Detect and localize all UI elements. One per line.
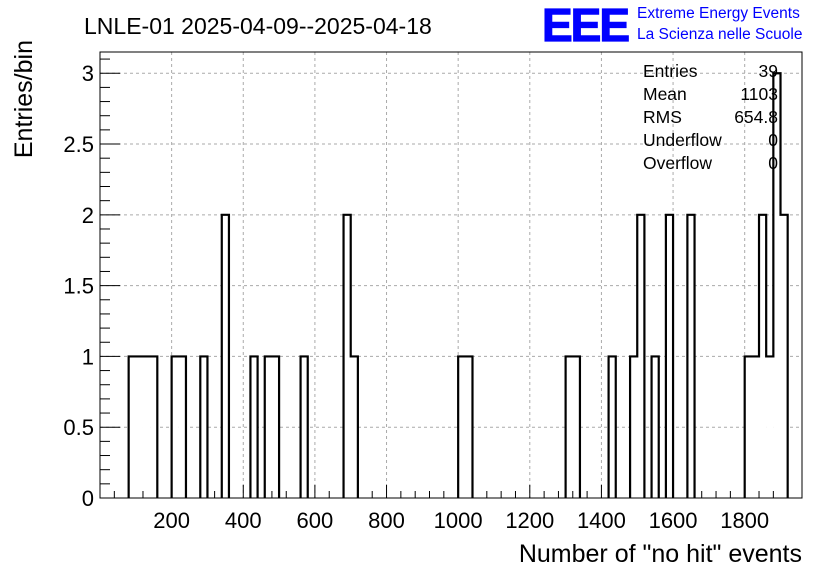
y-tick-label: 0.5 <box>63 415 94 440</box>
histogram-bin <box>171 356 179 498</box>
y-tick-label: 2.5 <box>63 132 94 157</box>
histogram-bin <box>751 356 760 498</box>
y-axis-label: Entries/bin <box>10 40 38 158</box>
histogram-bin <box>665 214 674 499</box>
histogram-bin <box>264 356 272 498</box>
x-tick-label: 1200 <box>505 508 554 533</box>
x-axis-ticks: 200 400 600 800 1000 1200 1400 1600 1800 <box>113 485 789 533</box>
histogram-bin <box>744 356 752 498</box>
stats-label: RMS <box>643 107 682 127</box>
histogram-bin <box>458 356 466 498</box>
histogram-bin <box>773 73 781 498</box>
y-tick-label: 3 <box>82 61 94 86</box>
y-tick-label: 1 <box>82 344 94 369</box>
histogram-bin <box>465 356 473 498</box>
histogram-bin <box>300 356 308 498</box>
histogram-bin <box>250 356 258 498</box>
histogram-bin <box>178 356 186 498</box>
histogram-bin <box>135 356 143 498</box>
stats-box: Entries 39 Mean 1103 RMS 654.8 Underflow 0 Overf… <box>643 61 778 173</box>
plot-frame <box>99 51 803 499</box>
histogram-bin <box>350 356 358 498</box>
eee-logo: EEE Extreme Energy Events La Scienza nel… <box>541 0 802 52</box>
histogram-bin <box>565 356 573 498</box>
histogram-bin <box>221 214 229 499</box>
histogram-bin <box>572 356 580 498</box>
histogram-bin <box>766 356 774 498</box>
x-tick-label: 600 <box>297 508 334 533</box>
x-tick-label: 1600 <box>649 508 698 533</box>
eee-logo-mark: EEE <box>542 0 628 51</box>
x-tick-label: 800 <box>368 508 405 533</box>
stats-label: Underflow <box>643 130 722 150</box>
histogram-bars <box>127 72 789 499</box>
histogram-bin <box>608 356 616 498</box>
histogram-bin <box>759 214 767 499</box>
histogram-bin <box>150 356 158 498</box>
x-tick-label: 400 <box>225 508 262 533</box>
eee-logo-line1: Extreme Energy Events <box>637 5 800 22</box>
y-tick-label: 1.5 <box>63 274 94 299</box>
histogram-bin <box>128 356 136 498</box>
y-axis-ticks: 0 0.5 1 1.5 2 2.5 3 <box>63 58 120 511</box>
stats-value: 654.8 <box>734 107 778 127</box>
x-tick-label: 200 <box>153 508 190 533</box>
stats-label: Overflow <box>643 153 712 173</box>
stats-label: Entries <box>643 61 698 81</box>
histogram-bin <box>343 214 351 499</box>
chart-title: LNLE-01 2025-04-09--2025-04-18 <box>84 13 432 39</box>
histogram-bin <box>630 356 638 498</box>
x-axis-label: Number of "no hit" events <box>519 540 802 568</box>
grid-lines <box>100 52 802 498</box>
histogram-bin <box>142 356 151 498</box>
x-tick-label: 1800 <box>720 508 769 533</box>
stats-value: 0 <box>768 130 778 150</box>
stats-value: 1103 <box>740 84 778 104</box>
histogram-bin <box>780 214 788 499</box>
y-tick-label: 2 <box>82 203 94 228</box>
histogram-bin <box>271 356 280 498</box>
stats-value: 39 <box>759 61 778 81</box>
eee-logo-line2: La Scienza nelle Scuole <box>637 26 802 43</box>
stats-label: Mean <box>643 84 687 104</box>
histogram-bin <box>687 214 695 499</box>
histogram-bin <box>651 356 659 498</box>
y-tick-label: 0 <box>82 486 94 511</box>
histogram-bin <box>200 356 208 498</box>
histogram-outline <box>127 72 789 498</box>
stats-value: 0 <box>768 153 778 173</box>
x-tick-label: 1400 <box>577 508 626 533</box>
histogram-bin <box>637 214 645 499</box>
x-tick-label: 1000 <box>434 508 483 533</box>
